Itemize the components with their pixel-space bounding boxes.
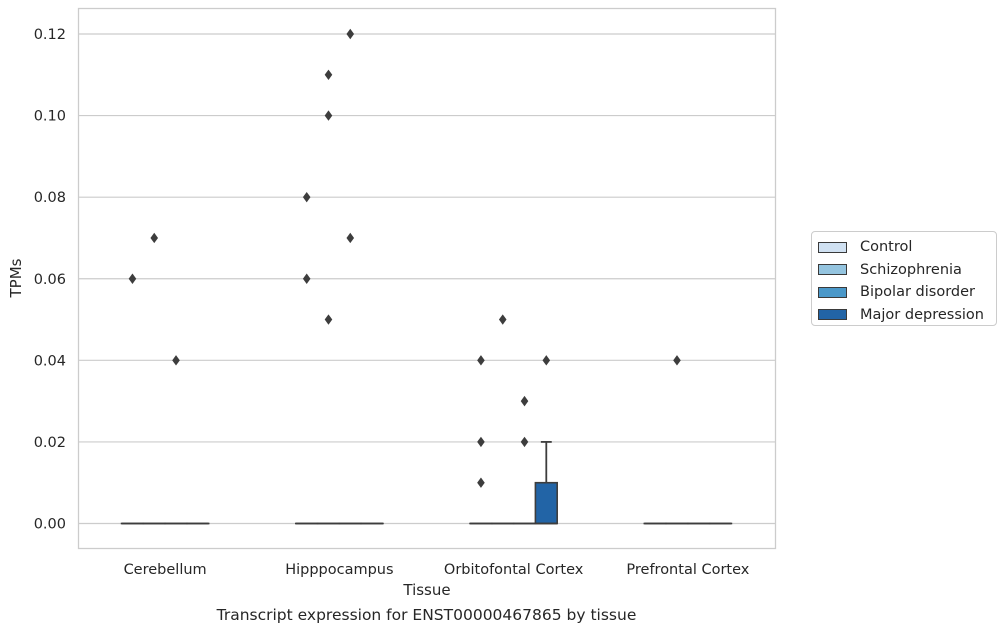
legend-swatch-schizophrenia [818, 264, 847, 276]
y-tick-labels: 0.00 0.02 0.04 0.06 0.08 0.10 0.12 [34, 27, 66, 533]
legend-swatch-bipolar-disorder [818, 286, 847, 298]
outlier-point [302, 191, 311, 203]
legend-item-control: Control [818, 236, 996, 259]
outlier-point [346, 232, 355, 244]
x-axis-label: Tissue [402, 581, 450, 599]
outlier-point [324, 69, 333, 80]
legend-item-major-depression: Major depression [818, 304, 996, 327]
outlier-point [477, 436, 485, 448]
outlier-point [128, 273, 137, 284]
legend-label-schizophrenia: Schizophrenia [860, 261, 962, 278]
legend: Control Schizophrenia Bipolar disorder M… [811, 231, 997, 326]
outlier-point [324, 314, 333, 325]
outlier-point [477, 477, 485, 488]
x-tick-labels: Cerebellum Hipppocampus Orbitofontal Corte… [124, 562, 750, 578]
x-tick-label: Orbitofontal Cortex [444, 562, 584, 578]
outlier-point [542, 355, 551, 366]
outlier-point [520, 436, 529, 448]
outlier-point [346, 28, 355, 40]
legend-label-control: Control [860, 239, 913, 256]
outlier-point [172, 355, 180, 366]
outlier-point [477, 355, 485, 366]
legend-item-schizophrenia: Schizophrenia [818, 259, 996, 282]
y-tick-label: 0.06 [34, 272, 66, 288]
outlier-point [498, 314, 507, 325]
y-tick-label: 0.04 [34, 353, 66, 369]
y-tick-label: 0.00 [34, 517, 66, 533]
y-tick-label: 0.08 [34, 190, 66, 206]
box [534, 481, 558, 525]
outlier-points [128, 28, 681, 488]
x-tick-label: Hipppocampus [285, 562, 393, 578]
outlier-point [324, 110, 333, 121]
outlier-point [150, 232, 159, 244]
legend-swatch-control [818, 241, 847, 253]
outlier-point [673, 355, 681, 366]
x-tick-label: Prefrontal Cortex [626, 562, 749, 578]
plot-boxes [120, 441, 733, 525]
grid-lines [78, 33, 775, 525]
y-tick-label: 0.02 [34, 435, 66, 451]
x-tick-label: Cerebellum [124, 562, 207, 578]
y-tick-label: 0.12 [34, 27, 66, 43]
legend-swatch-major-depression [818, 309, 847, 321]
y-axis-label: TPMs [7, 258, 25, 298]
chart-caption: Transcript expression for ENST0000046786… [216, 606, 637, 624]
plot-frame [77, 7, 777, 550]
legend-item-bipolar-disorder: Bipolar disorder [818, 281, 996, 304]
legend-label-bipolar-disorder: Bipolar disorder [860, 284, 975, 301]
legend-label-major-depression: Major depression [860, 306, 984, 323]
outlier-point [520, 395, 529, 407]
outlier-point [302, 273, 311, 284]
y-tick-label: 0.10 [34, 109, 66, 125]
